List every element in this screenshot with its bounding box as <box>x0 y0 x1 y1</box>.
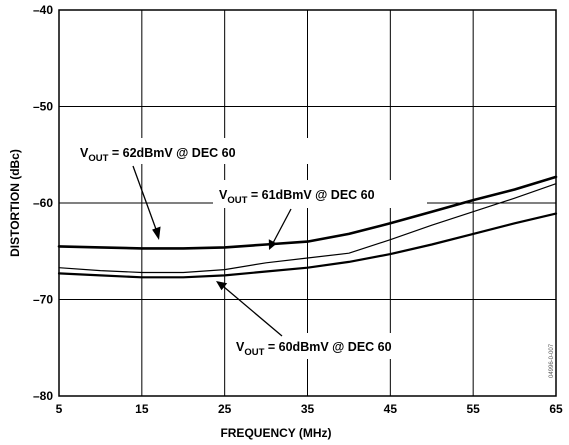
annotation-60dbmv: VOUT = 60dBmV @ DEC 60 <box>216 281 440 359</box>
annotation-61dbmv-sub: OUT <box>227 195 247 206</box>
x-tick-label-3: 35 <box>301 402 315 416</box>
annotation-60dbmv-arrowhead <box>216 281 228 291</box>
annotation-62dbmv-arrow <box>132 165 158 233</box>
series-line-2 <box>57 212 558 279</box>
y-tick-label-1: –70 <box>33 293 53 307</box>
y-tick-label-4: –40 <box>33 3 53 17</box>
y-axis-title: DISTORTION (dBc) <box>8 149 22 257</box>
figure-id: 04996-0-007 <box>549 343 555 378</box>
series-line-1 <box>58 183 557 274</box>
annotation-62dbmv: VOUT = 62dBmV @ DEC 60 <box>74 138 308 240</box>
annotation-62dbmv-text: = 62dBmV @ DEC 60 <box>108 146 235 160</box>
annotation-60dbmv-prefix: V <box>236 340 245 354</box>
x-tick-label-6: 65 <box>549 402 563 416</box>
svg-text:VOUT = 61dBmV @ DEC 60: VOUT = 61dBmV @ DEC 60 <box>219 188 375 206</box>
annotation-61dbmv-arrowhead <box>268 239 277 250</box>
plot-frame <box>58 9 557 397</box>
x-axis-title: FREQUENCY (MHz) <box>220 426 331 440</box>
y-tick-label-3: –50 <box>33 100 53 114</box>
y-tick-label-0: –80 <box>33 389 53 403</box>
svg-text:VOUT = 62dBmV @ DEC 60: VOUT = 62dBmV @ DEC 60 <box>80 146 236 164</box>
x-tick-label-4: 45 <box>384 402 398 416</box>
annotation-61dbmv-prefix: V <box>219 188 228 202</box>
y-tick-label-2: –60 <box>33 196 53 210</box>
x-tick-label-0: 5 <box>56 402 63 416</box>
y-tick-labels: –80 –70 –60 –50 –40 <box>33 3 53 403</box>
annotation-61dbmv-text: = 61dBmV @ DEC 60 <box>247 188 374 202</box>
x-tick-label-5: 55 <box>466 402 480 416</box>
annotation-60dbmv-arrow <box>223 286 283 337</box>
annotation-60dbmv-sub: OUT <box>244 347 264 358</box>
annotation-62dbmv-prefix: V <box>80 146 89 160</box>
x-tick-label-2: 25 <box>218 402 232 416</box>
svg-text:VOUT = 60dBmV @ DEC 60: VOUT = 60dBmV @ DEC 60 <box>236 340 392 358</box>
annotation-62dbmv-sub: OUT <box>88 153 108 164</box>
x-tick-label-1: 15 <box>135 402 149 416</box>
x-tick-labels: 5 15 25 35 45 55 65 <box>56 402 563 416</box>
annotation-62dbmv-arrowhead <box>152 226 161 240</box>
annotation-61dbmv-arrow <box>272 208 292 244</box>
annotation-60dbmv-text: = 60dBmV @ DEC 60 <box>264 340 391 354</box>
series-group <box>57 175 558 279</box>
annotation-61dbmv: VOUT = 61dBmV @ DEC 60 <box>213 180 427 250</box>
series-line-0 <box>57 175 558 250</box>
